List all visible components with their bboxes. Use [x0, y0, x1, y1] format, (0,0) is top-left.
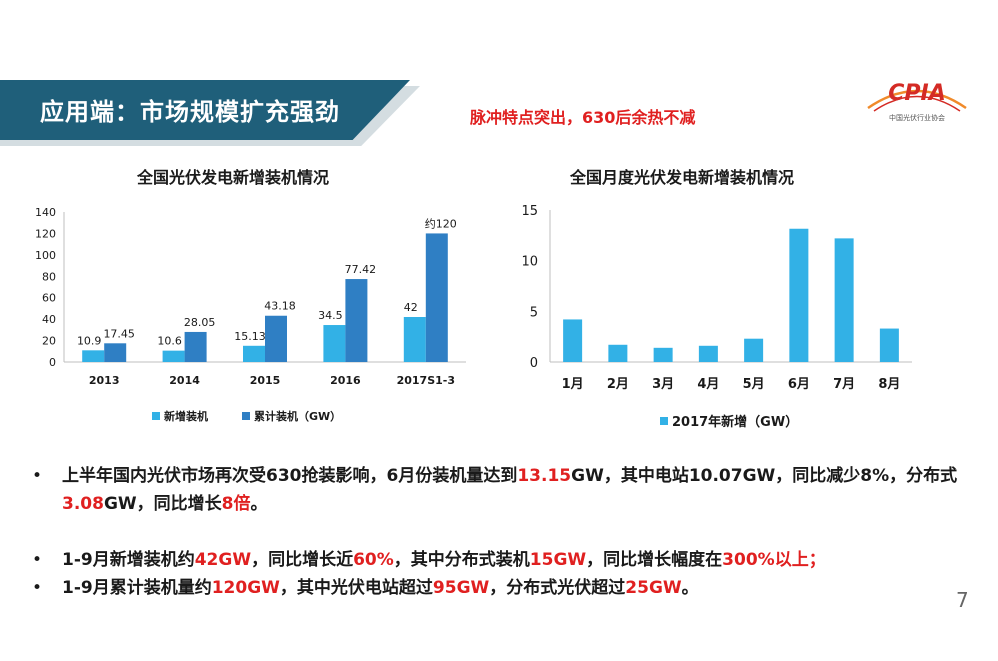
data-label: 约120 — [425, 217, 457, 230]
bullet-item: 1-9月新增装机约42GW，同比增长近60%，其中分布式装机15GW，同比增长幅… — [28, 546, 968, 574]
bar-new — [162, 350, 185, 362]
x-tick-label: 2月 — [607, 377, 629, 392]
chart-1-title: 全国光伏发电新增装机情况 — [137, 168, 330, 187]
bar-new — [243, 345, 265, 362]
bullet-item: 上半年国内光伏市场再次受630抢装影响，6月份装机量达到13.15GW，其中电站… — [28, 462, 968, 518]
page-number: 7 — [956, 588, 969, 612]
bullet-text: ，同比增长近 — [251, 550, 354, 570]
bar-monthly — [653, 347, 673, 362]
legend-label: 2017年新增（GW） — [672, 414, 798, 430]
bullet-text: 。 — [250, 494, 268, 514]
legend-swatch — [152, 412, 160, 420]
x-tick-label: 4月 — [697, 377, 719, 392]
bar-new — [82, 350, 105, 362]
bullet-text: GW，其中电站10.07GW，同比减少8%，分布式 — [571, 466, 958, 486]
highlight-text: 8倍 — [221, 494, 251, 514]
x-tick-label: 3月 — [652, 377, 674, 392]
highlight-text: 25GW — [625, 578, 682, 598]
highlight-text: 13.15 — [517, 466, 572, 486]
y-tick-label: 15 — [521, 204, 538, 219]
x-tick-label: 8月 — [878, 377, 900, 392]
bullet-text: GW，同比增长 — [103, 494, 222, 514]
y-tick-label: 20 — [42, 335, 56, 348]
bar-monthly — [789, 228, 809, 362]
y-tick-label: 10 — [521, 255, 538, 270]
annual-installation-chart: 0 20 40 60 80 100 120 140 10.917.45 2013 10.628.05… — [35, 206, 466, 423]
bar-new — [403, 317, 426, 362]
y-tick-label: 5 — [530, 305, 538, 320]
legend-swatch — [242, 412, 250, 420]
data-label: 77.42 — [345, 263, 377, 276]
summary-bullets: 上半年国内光伏市场再次受630抢装影响，6月份装机量达到13.15GW，其中电站… — [28, 462, 968, 602]
y-tick-label: 60 — [42, 292, 56, 305]
highlight-text: 42GW — [194, 550, 252, 570]
bar-monthly — [608, 344, 628, 362]
bar-cumulative — [345, 279, 368, 362]
bar-cumulative — [104, 343, 127, 362]
bullet-text: 1-9月新增装机约 — [62, 550, 195, 570]
y-tick-label: 0 — [49, 356, 56, 369]
bar-monthly — [698, 345, 718, 362]
bullet-text: 上半年国内光伏市场再次受630抢装影响，6月份装机量达到 — [62, 466, 518, 486]
y-tick-label: 120 — [35, 227, 56, 240]
x-tick-label: 1月 — [562, 377, 584, 392]
x-tick-label: 2017S1-3 — [397, 374, 455, 387]
bar-cumulative — [184, 331, 207, 362]
y-tick-label: 0 — [530, 356, 538, 371]
x-tick-label: 2013 — [89, 374, 120, 387]
y-tick-label: 40 — [42, 313, 56, 326]
bullet-text: 1-9月累计装机量约 — [62, 578, 212, 598]
x-tick-label: 2014 — [169, 374, 200, 387]
x-tick-label: 7月 — [833, 377, 855, 392]
title-banner — [0, 80, 410, 140]
bar-monthly — [563, 319, 583, 362]
data-label: 34.5 — [318, 309, 343, 322]
bar-new — [323, 325, 346, 362]
data-label: 42 — [404, 301, 418, 314]
y-tick-label: 100 — [35, 249, 56, 262]
slide-title: 应用端：市场规模扩充强劲 — [40, 98, 340, 126]
highlight-text: 15GW — [529, 550, 587, 570]
highlight-text: 120GW — [211, 578, 280, 598]
data-label: 28.05 — [184, 316, 216, 329]
logo-subtitle: 中国光伏行业协会 — [889, 113, 945, 122]
bullet-text: ，分布式光伏超过 — [489, 578, 626, 598]
data-label: 10.9 — [77, 334, 102, 347]
bullet-text: ，其中分布式装机 — [393, 550, 530, 570]
bullet-text: 。 — [681, 578, 699, 598]
slogan: 脉冲特点突出，630后余热不减 — [470, 108, 696, 127]
bar-monthly — [744, 338, 764, 362]
bar-cumulative — [265, 315, 287, 362]
bar-monthly — [834, 238, 854, 362]
highlight-text: 60% — [353, 550, 394, 570]
legend-label: 新增装机 — [164, 409, 208, 423]
logo-name: CPIA — [888, 81, 945, 106]
y-tick-label: 140 — [35, 206, 56, 219]
bullet-item: 1-9月累计装机量约120GW，其中光伏电站超过95GW，分布式光伏超过25GW… — [28, 574, 968, 602]
data-label: 17.45 — [103, 327, 135, 340]
bullet-text: ，其中光伏电站超过 — [279, 578, 433, 598]
x-tick-label: 2016 — [330, 374, 361, 387]
data-label: 15.13 — [234, 330, 266, 343]
highlight-text: 300%以上； — [722, 550, 826, 570]
data-label: 10.6 — [157, 335, 182, 348]
x-tick-label: 2015 — [250, 374, 281, 387]
x-tick-label: 6月 — [788, 377, 810, 392]
legend-label: 累计装机（GW） — [254, 409, 341, 423]
x-tick-label: 5月 — [743, 377, 765, 392]
data-label: 43.18 — [264, 300, 296, 313]
legend-swatch — [660, 417, 668, 425]
highlight-text: 3.08 — [62, 494, 104, 514]
bar-monthly — [879, 328, 899, 362]
cpia-logo: CPIA 中国光伏行业协会 — [867, 81, 967, 122]
highlight-text: 95GW — [432, 578, 490, 598]
chart-2-title: 全国月度光伏发电新增装机情况 — [570, 168, 795, 187]
bar-cumulative — [425, 233, 448, 362]
monthly-installation-chart: 0 5 10 15 1月 2月 3月 4月 5月 6月 7月 8月 2017年新增（GW） — [521, 204, 912, 430]
y-tick-label: 80 — [42, 270, 56, 283]
bullet-text: ，同比增长幅度在 — [586, 550, 723, 570]
